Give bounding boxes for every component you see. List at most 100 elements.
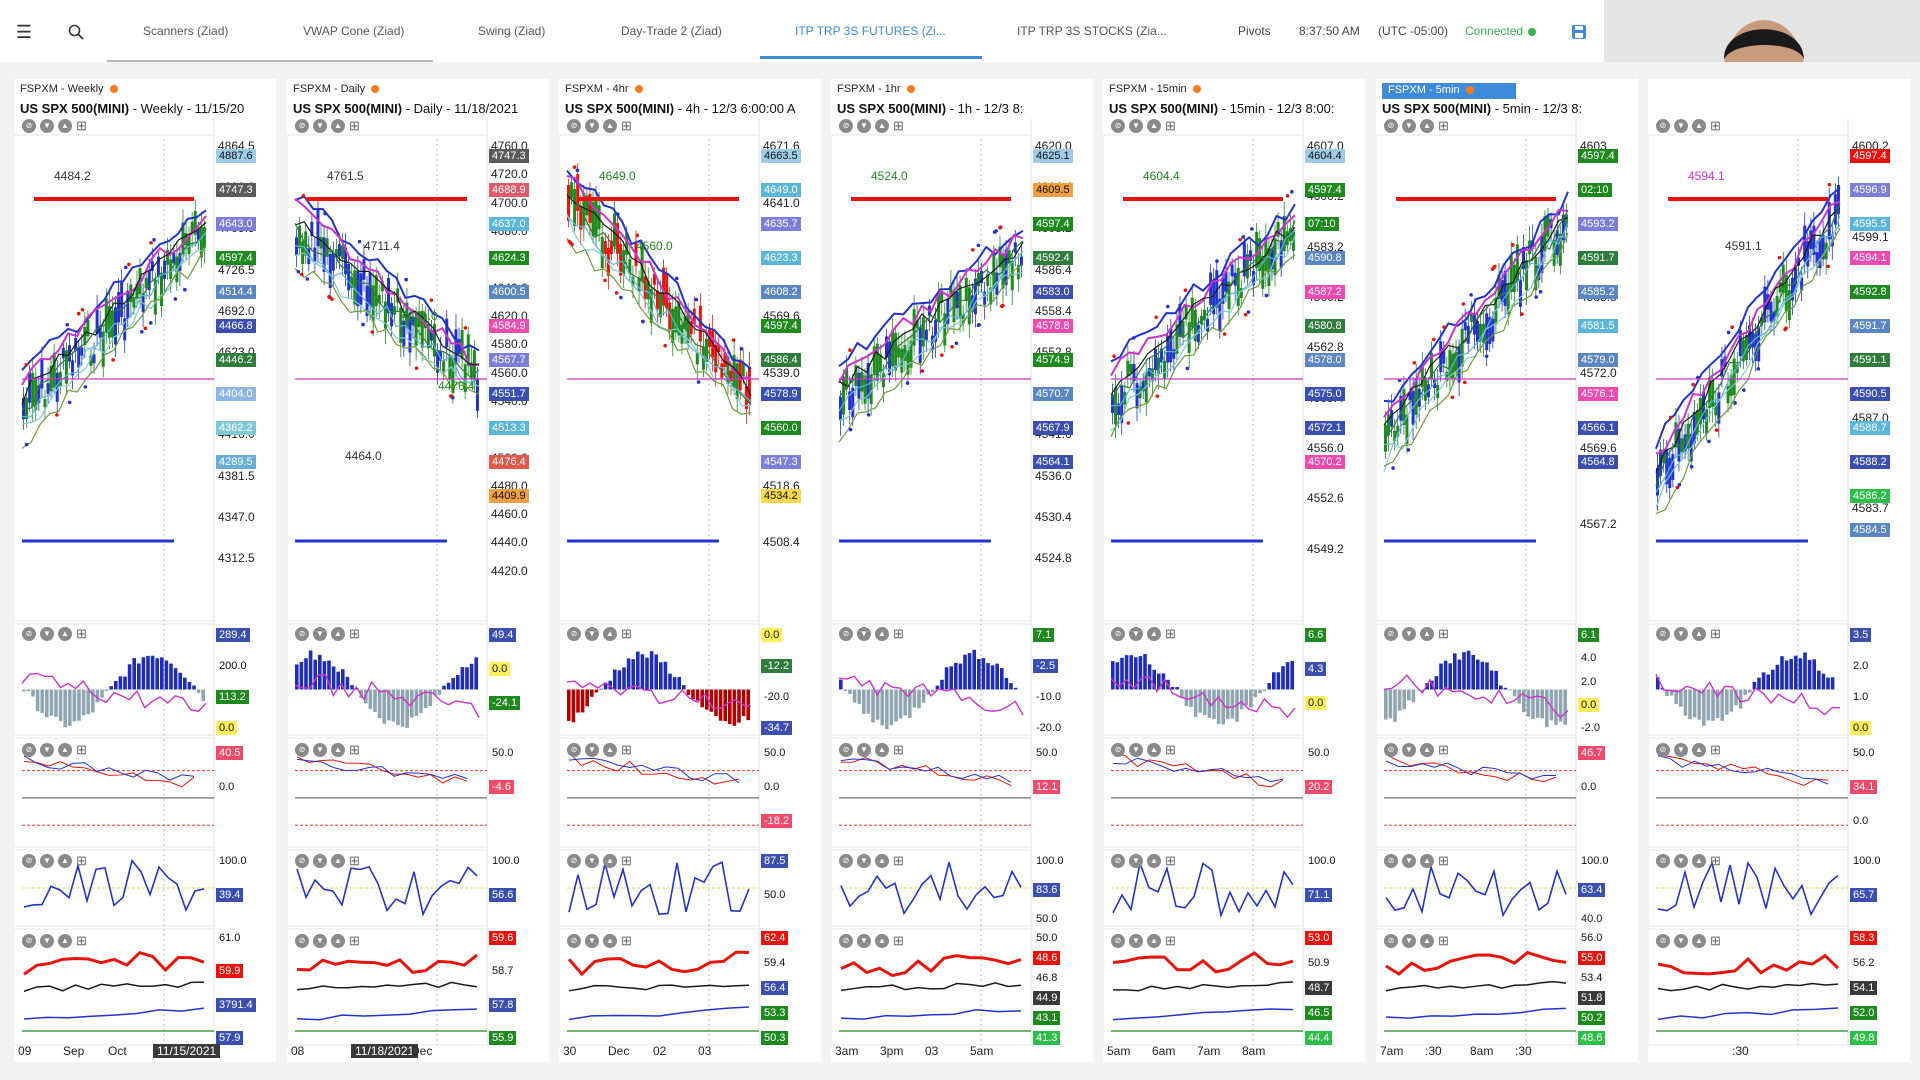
expand-icon[interactable]: ▲ [603, 854, 617, 868]
collapse-icon[interactable]: ▼ [1402, 854, 1416, 868]
tab-vwap-cone[interactable]: VWAP Cone (Ziad) [303, 24, 405, 38]
expand-icon[interactable]: ▲ [603, 934, 617, 948]
hide-icon[interactable]: ⊘ [1111, 743, 1125, 757]
add-indicator-icon[interactable]: ⊞ [621, 742, 632, 757]
hide-icon[interactable]: ⊘ [295, 627, 309, 641]
expand-icon[interactable]: ▲ [58, 743, 72, 757]
hide-icon[interactable]: ⊘ [1656, 627, 1670, 641]
expand-icon[interactable]: ▲ [875, 627, 889, 641]
expand-icon[interactable]: ▲ [58, 854, 72, 868]
expand-icon[interactable]: ▲ [1692, 627, 1706, 641]
collapse-icon[interactable]: ▼ [40, 934, 54, 948]
expand-icon[interactable]: ▲ [1420, 119, 1434, 133]
chart-panel-1[interactable]: FSPXM - Weekly US SPX 500(MINI) - Weekly … [14, 79, 276, 1062]
collapse-icon[interactable]: ▼ [1674, 854, 1688, 868]
collapse-icon[interactable]: ▼ [313, 743, 327, 757]
hide-icon[interactable]: ⊘ [295, 743, 309, 757]
collapse-icon[interactable]: ▼ [1129, 627, 1143, 641]
hide-icon[interactable]: ⊘ [1384, 627, 1398, 641]
tab-itp-trp-stocks[interactable]: ITP TRP 3S STOCKS (Zia... [1017, 24, 1167, 38]
expand-icon[interactable]: ▲ [1147, 934, 1161, 948]
hide-icon[interactable]: ⊘ [1384, 934, 1398, 948]
tab-swing[interactable]: Swing (Ziad) [478, 24, 546, 38]
add-indicator-icon[interactable]: ⊞ [76, 118, 87, 133]
tab-scanners[interactable]: Scanners (Ziad) [143, 24, 229, 38]
hide-icon[interactable]: ⊘ [1111, 119, 1125, 133]
expand-icon[interactable]: ▲ [58, 119, 72, 133]
hamburger-menu-icon[interactable]: ☰ [15, 21, 33, 42]
chart-header[interactable]: FSPXM - 4hr [565, 83, 643, 95]
expand-icon[interactable]: ▲ [875, 934, 889, 948]
hide-icon[interactable]: ⊘ [839, 119, 853, 133]
hide-icon[interactable]: ⊘ [295, 854, 309, 868]
collapse-icon[interactable]: ▼ [313, 854, 327, 868]
expand-icon[interactable]: ▲ [1692, 119, 1706, 133]
hide-icon[interactable]: ⊘ [1656, 934, 1670, 948]
collapse-icon[interactable]: ▼ [40, 854, 54, 868]
collapse-icon[interactable]: ▼ [313, 119, 327, 133]
expand-icon[interactable]: ▲ [1147, 854, 1161, 868]
collapse-icon[interactable]: ▼ [1402, 627, 1416, 641]
collapse-icon[interactable]: ▼ [1674, 743, 1688, 757]
expand-icon[interactable]: ▲ [331, 854, 345, 868]
hide-icon[interactable]: ⊘ [22, 854, 36, 868]
collapse-icon[interactable]: ▼ [857, 854, 871, 868]
expand-icon[interactable]: ▲ [58, 934, 72, 948]
collapse-icon[interactable]: ▼ [313, 627, 327, 641]
hide-icon[interactable]: ⊘ [22, 627, 36, 641]
collapse-icon[interactable]: ▼ [1129, 119, 1143, 133]
add-indicator-icon[interactable]: ⊞ [893, 118, 904, 133]
expand-icon[interactable]: ▲ [331, 119, 345, 133]
add-indicator-icon[interactable]: ⊞ [1710, 933, 1721, 948]
chart-panel-4[interactable]: FSPXM - 1hr US SPX 500(MINI) - 1h - 12/3 … [831, 79, 1093, 1062]
add-indicator-icon[interactable]: ⊞ [349, 626, 360, 641]
hide-icon[interactable]: ⊘ [1384, 743, 1398, 757]
chart-canvas[interactable] [1376, 79, 1638, 1062]
add-indicator-icon[interactable]: ⊞ [1710, 626, 1721, 641]
expand-icon[interactable]: ▲ [1420, 854, 1434, 868]
hide-icon[interactable]: ⊘ [1384, 854, 1398, 868]
hide-icon[interactable]: ⊘ [1111, 627, 1125, 641]
expand-icon[interactable]: ▲ [875, 743, 889, 757]
collapse-icon[interactable]: ▼ [40, 627, 54, 641]
hide-icon[interactable]: ⊘ [1656, 854, 1670, 868]
expand-icon[interactable]: ▲ [1420, 934, 1434, 948]
expand-icon[interactable]: ▲ [875, 854, 889, 868]
add-indicator-icon[interactable]: ⊞ [621, 853, 632, 868]
hide-icon[interactable]: ⊘ [1111, 934, 1125, 948]
chart-panel-2[interactable]: FSPXM - Daily US SPX 500(MINI) - Daily - … [287, 79, 549, 1062]
add-indicator-icon[interactable]: ⊞ [1710, 118, 1721, 133]
chart-panel-7[interactable]: ⊘▼▲⊞⊘▼▲⊞⊘▼▲⊞⊘▼▲⊞⊘▼▲⊞4600.24599.14598.045… [1648, 79, 1910, 1062]
collapse-icon[interactable]: ▼ [585, 119, 599, 133]
add-indicator-icon[interactable]: ⊞ [76, 626, 87, 641]
add-indicator-icon[interactable]: ⊞ [1438, 118, 1449, 133]
chart-panel-6[interactable]: FSPXM - 5min US SPX 500(MINI) - 5min - 12… [1376, 79, 1638, 1062]
search-icon[interactable] [64, 20, 88, 44]
hide-icon[interactable]: ⊘ [1384, 119, 1398, 133]
collapse-icon[interactable]: ▼ [1674, 119, 1688, 133]
collapse-icon[interactable]: ▼ [1129, 743, 1143, 757]
collapse-icon[interactable]: ▼ [1402, 934, 1416, 948]
expand-icon[interactable]: ▲ [331, 743, 345, 757]
add-indicator-icon[interactable]: ⊞ [1165, 742, 1176, 757]
hide-icon[interactable]: ⊘ [1656, 119, 1670, 133]
hide-icon[interactable]: ⊘ [839, 743, 853, 757]
chart-canvas[interactable] [1648, 79, 1910, 1062]
add-indicator-icon[interactable]: ⊞ [1165, 118, 1176, 133]
add-indicator-icon[interactable]: ⊞ [1165, 853, 1176, 868]
hide-icon[interactable]: ⊘ [567, 119, 581, 133]
expand-icon[interactable]: ▲ [1147, 119, 1161, 133]
collapse-icon[interactable]: ▼ [40, 119, 54, 133]
add-indicator-icon[interactable]: ⊞ [621, 118, 632, 133]
add-indicator-icon[interactable]: ⊞ [621, 933, 632, 948]
hide-icon[interactable]: ⊘ [22, 119, 36, 133]
hide-icon[interactable]: ⊘ [567, 854, 581, 868]
collapse-icon[interactable]: ▼ [585, 934, 599, 948]
collapse-icon[interactable]: ▼ [40, 743, 54, 757]
expand-icon[interactable]: ▲ [1420, 627, 1434, 641]
collapse-icon[interactable]: ▼ [1129, 934, 1143, 948]
collapse-icon[interactable]: ▼ [857, 743, 871, 757]
collapse-icon[interactable]: ▼ [585, 854, 599, 868]
add-indicator-icon[interactable]: ⊞ [621, 626, 632, 641]
chart-header[interactable]: FSPXM - 15min [1109, 83, 1201, 95]
